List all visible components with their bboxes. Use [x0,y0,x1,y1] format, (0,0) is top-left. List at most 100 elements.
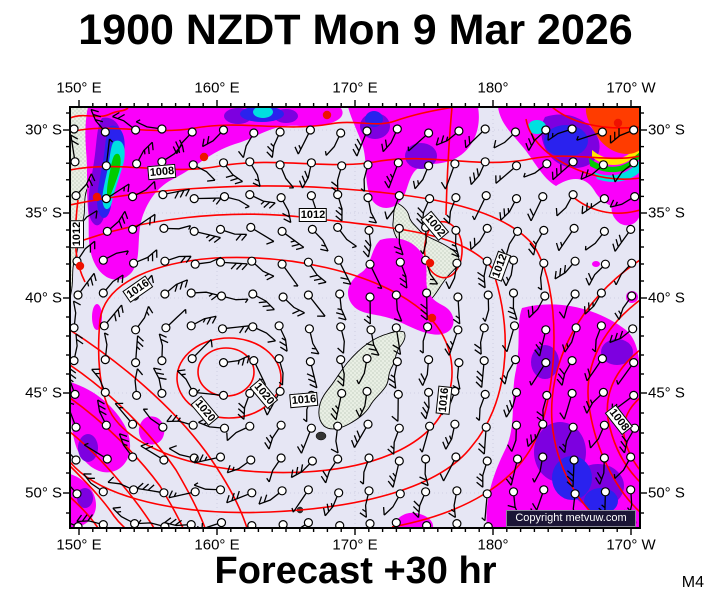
station-circle [600,259,611,269]
isobars [70,107,640,528]
wind-barb [226,421,255,442]
station-circle [571,323,581,333]
wind-barb [476,456,492,488]
wind-barb [384,191,404,220]
station-circle [128,452,138,462]
isobar-line [70,107,129,119]
wind-barb [547,124,577,141]
wind-barb [363,292,375,325]
isobar-line [571,195,640,214]
station-circle [508,487,519,497]
wind-barb [609,125,639,144]
station-circle [511,387,522,397]
wind-barb [595,453,610,485]
wind-barb [131,306,154,335]
wind-barb [393,223,404,256]
wind-barb [475,356,489,388]
wind-barb [421,255,439,285]
lat-label-left: 50° S [25,484,62,502]
station-circle [511,420,522,430]
wind-barb [129,249,158,268]
wind-barb [320,454,343,484]
station-circle [188,387,198,397]
wind-barb [98,250,129,265]
station-circle [215,485,226,495]
precip-area-blue [584,488,618,514]
isobar-line [70,496,99,528]
wind-barb [172,127,197,154]
wind-barb [419,421,435,453]
station-circle [567,388,577,398]
lat-label-right: 30° S [648,121,685,139]
wind-barb [381,124,402,153]
wind-barb [161,308,187,333]
wind-barb [350,419,373,448]
station-circle [334,488,344,498]
station-circle [189,194,199,204]
lat-label-left: 40° S [25,289,62,307]
wind-barb [566,455,579,488]
wind-barb [501,321,520,353]
station-circle [333,454,343,464]
precip-area-purple [601,339,633,365]
station-circle [626,224,636,234]
station-circle [599,453,610,463]
wind-barb [495,161,522,184]
station-circle [216,517,227,528]
station-circle [452,486,462,496]
station-circle [157,124,167,134]
wind-barb [452,358,464,390]
wind-barb [502,255,519,287]
station-circle [306,423,316,433]
isobar-line [70,107,456,133]
station-circle [480,157,490,167]
isobar-pressure-label: 1016 [435,385,453,415]
wind-barb [445,258,462,290]
isobar-line [551,107,640,129]
wind-barb [464,124,490,149]
wind-barb [296,423,316,454]
station-circle [481,422,491,432]
station-circle [567,124,577,134]
wind-barb [583,288,607,315]
station-circle [275,127,285,137]
wind-barb [439,452,461,482]
precip-area-cyan [253,107,273,118]
station-circle [303,290,313,300]
station-circle [219,423,230,433]
station-circle [393,158,403,168]
station-circle [102,454,112,464]
wind-barb [561,323,581,353]
red-station-dot [425,258,435,268]
wind-barb [136,482,169,498]
station-circle [336,322,346,332]
lon-label-bottom: 170° W [606,536,656,554]
station-circle [336,128,346,138]
red-station-dot [92,192,102,202]
station-circle [421,454,431,464]
station-circle [187,127,197,137]
wind-barb [70,333,84,366]
wind-barb [580,160,609,180]
wind-barb [333,222,357,249]
wind-barb [525,125,551,151]
station-circle [278,292,288,302]
station-circle [247,256,257,266]
wind-barb [362,225,374,258]
isobar-pressure-label: 1008 [147,163,177,181]
station-circle [218,358,229,368]
wind-barb [523,159,552,178]
lon-label-top: 170° W [606,79,656,97]
station-circle [275,160,285,170]
lat-label-left: 35° S [25,204,62,222]
station-circle [512,226,523,236]
station-circle [71,422,81,432]
station-circle [365,259,375,269]
station-circle [218,390,229,400]
wind-barb [391,517,401,528]
wind-barb [245,190,276,209]
wind-barb [616,358,639,385]
wind-barb [131,335,144,368]
station-circle [363,193,373,203]
